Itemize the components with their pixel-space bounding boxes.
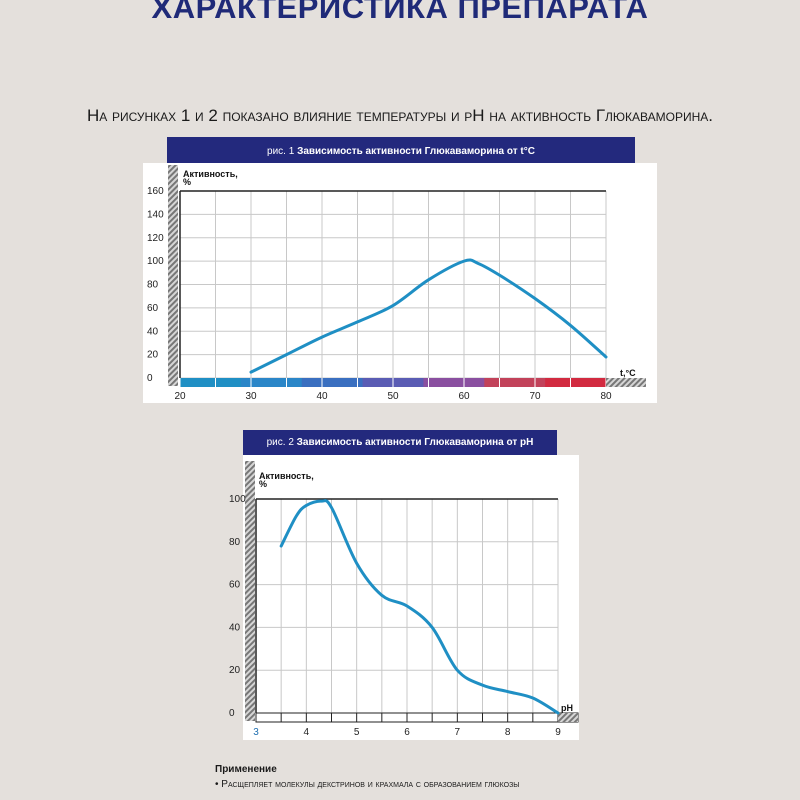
chart1-color-band-segment bbox=[301, 378, 364, 387]
chart2-y-axis-bar bbox=[245, 461, 255, 721]
chart2-x-tick-label: 3 bbox=[253, 727, 259, 738]
footer-heading: Применение bbox=[215, 764, 277, 775]
chart1-caption-prefix: рис. 1 bbox=[267, 146, 295, 157]
chart2-caption-title: Зависимость активности Глюкаваморина от … bbox=[296, 437, 534, 448]
chart1-x-tick-label: 20 bbox=[174, 391, 186, 402]
chart1-y-axis-bar bbox=[168, 165, 178, 386]
intro-text: На рисунках 1 и 2 показано влияние темпе… bbox=[86, 106, 714, 125]
chart1-y-axis-unit: % bbox=[183, 177, 191, 187]
chart1-x-tick-label: 80 bbox=[600, 391, 612, 402]
chart1-x-tick-label: 50 bbox=[387, 391, 399, 402]
chart2-y-axis-unit: % bbox=[259, 479, 267, 489]
chart2-x-tick-label: 9 bbox=[555, 727, 561, 738]
footer: Применение • Расщепляет молекулы декстри… bbox=[215, 764, 520, 790]
chart1-y-tick-label: 20 bbox=[147, 350, 159, 361]
chart2-x-tick-label: 7 bbox=[455, 727, 461, 738]
chart1-y-axis-label: Активность, bbox=[183, 169, 238, 179]
chart2-y-tick-label: 0 bbox=[229, 708, 235, 719]
chart1-color-band-segment bbox=[240, 378, 303, 387]
chart1-caption-title: Зависимость активности Глюкаваморина от … bbox=[297, 146, 535, 157]
chart1-y-tick-label: 160 bbox=[147, 186, 164, 197]
chart2-x-tick-label: 6 bbox=[404, 727, 410, 738]
chart2-y-axis-label: Активность, bbox=[259, 471, 314, 481]
chart2-series-line bbox=[279, 499, 560, 715]
chart2-x-axis-bar bbox=[255, 712, 579, 723]
chart2-panel bbox=[243, 455, 579, 740]
chart2-x-axis-label: pH bbox=[561, 703, 573, 713]
chart1-y-tick-label: 80 bbox=[147, 280, 159, 291]
chart1-y-tick-label: 120 bbox=[147, 233, 164, 244]
chart1-x-axis-end-bar bbox=[606, 378, 646, 387]
chart1-panel bbox=[143, 163, 657, 403]
chart1-x-axis-label: t,°C bbox=[620, 368, 636, 378]
chart1-y-tick-label: 60 bbox=[147, 303, 159, 314]
chart2-y-tick-label: 20 bbox=[229, 665, 241, 676]
chart1-color-band-segment bbox=[484, 378, 546, 387]
chart1-color-band-segment bbox=[180, 378, 242, 387]
chart1-y-tick-label: 100 bbox=[147, 256, 164, 267]
chart1-x-tick-label: 30 bbox=[245, 391, 257, 402]
chart2-x-tick-label: 4 bbox=[304, 727, 310, 738]
chart2-y-tick-label: 40 bbox=[229, 622, 241, 633]
chart2-y-tick-label: 60 bbox=[229, 580, 241, 591]
chart1-y-tick-label: 0 bbox=[147, 373, 153, 384]
chart1-x-tick-label: 70 bbox=[529, 391, 541, 402]
chart2-y-tick-label: 80 bbox=[229, 537, 241, 548]
chart1-y-tick-label: 40 bbox=[147, 326, 159, 337]
chart2-x-tick-label: 5 bbox=[354, 727, 360, 738]
chart2-x-axis-end-bar bbox=[558, 713, 578, 722]
footer-item: • Расщепляет молекулы декстринов и крахм… bbox=[215, 779, 520, 790]
chart1-color-band-segment bbox=[545, 378, 607, 387]
chart1-color-band-segment bbox=[423, 378, 485, 387]
chart1-series-line bbox=[249, 258, 608, 374]
chart2-x-tick-label: 8 bbox=[505, 727, 511, 738]
chart1-x-tick-label: 60 bbox=[458, 391, 470, 402]
page-title: ХАРАКТЕРИСТИКА ПРЕПАРАТА bbox=[151, 0, 649, 25]
chart2-y-tick-label: 100 bbox=[229, 494, 246, 505]
chart1-y-tick-label: 140 bbox=[147, 209, 164, 220]
chart2-caption-prefix: рис. 2 bbox=[266, 437, 294, 448]
chart2-caption: рис. 2 Зависимость активности Глюкавамор… bbox=[243, 430, 557, 458]
chart1-x-tick-label: 40 bbox=[316, 391, 328, 402]
